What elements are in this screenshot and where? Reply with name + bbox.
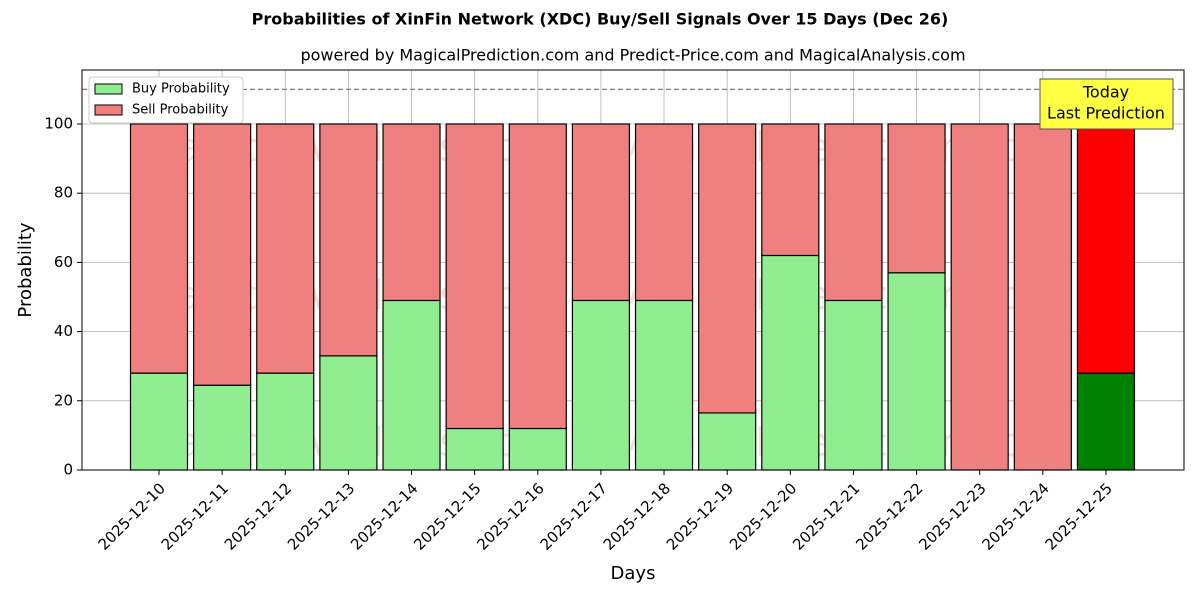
legend-swatch <box>94 83 123 95</box>
legend-swatch <box>94 104 123 116</box>
bar-segment <box>319 123 378 357</box>
x-tick-label: 2025-12-14 <box>347 479 421 553</box>
bar-segment <box>698 412 757 471</box>
legend-box <box>88 76 244 124</box>
bar-segment <box>887 123 946 274</box>
bar-segment <box>508 123 567 430</box>
x-tick-label: 2025-12-15 <box>410 479 484 553</box>
x-tick-label: 2025-12-11 <box>158 479 232 553</box>
x-axis-label: Days <box>611 563 656 584</box>
bar-segment <box>824 299 883 471</box>
legend-label: Buy Probability <box>132 82 230 97</box>
x-tick-label: 2025-12-25 <box>1042 479 1116 553</box>
bar-segment <box>1013 123 1072 471</box>
annotation-text: Today <box>1082 83 1129 102</box>
annotation-text: Last Prediction <box>1047 104 1165 123</box>
bar-segment <box>761 123 820 257</box>
annotation-box <box>1039 78 1174 130</box>
y-tick-label: 0 <box>63 461 73 479</box>
x-tick-label: 2025-12-18 <box>600 479 674 553</box>
x-tick-label: 2025-12-21 <box>789 479 863 553</box>
bar-segment <box>256 372 315 471</box>
bar-segment <box>129 372 189 471</box>
chart-subtitle: powered by MagicalPrediction.com and Pre… <box>300 46 965 65</box>
bar-segment <box>950 123 1009 471</box>
x-tick-label: 2025-12-10 <box>95 479 169 553</box>
bar-segment <box>382 299 441 471</box>
y-tick-label: 100 <box>44 114 73 132</box>
x-tick-label: 2025-12-24 <box>978 479 1052 553</box>
bar-segment <box>256 123 315 374</box>
plot-frame <box>81 69 1185 471</box>
bar-segment <box>698 123 757 414</box>
bar-segment <box>571 299 631 471</box>
bar-segment <box>508 427 567 471</box>
bar-segment <box>887 272 946 471</box>
x-tick-label: 2025-12-13 <box>284 479 358 553</box>
bar-segment <box>1076 123 1136 374</box>
bar-segment <box>445 123 504 430</box>
bar-segment <box>445 427 504 471</box>
x-tick-label: 2025-12-20 <box>726 479 800 553</box>
bar-segment <box>634 299 694 471</box>
legend-label: Sell Probability <box>132 103 229 118</box>
chart-title: Probabilities of XinFin Network (XDC) Bu… <box>252 10 949 29</box>
bar-segment <box>824 123 883 302</box>
x-tick-label: 2025-12-22 <box>852 479 926 553</box>
x-tick-label: 2025-12-17 <box>537 479 611 553</box>
x-tick-label: 2025-12-23 <box>915 479 989 553</box>
x-tick-label: 2025-12-16 <box>473 479 547 553</box>
y-tick-label: 80 <box>54 184 73 202</box>
bar-segment <box>382 123 441 302</box>
bar-segment <box>193 123 252 386</box>
bar-segment <box>634 123 694 302</box>
bar-segment <box>1076 372 1136 471</box>
bar-segment <box>319 355 378 471</box>
bar-segment <box>761 254 820 471</box>
y-tick-label: 20 <box>54 391 73 409</box>
x-tick-label: 2025-12-19 <box>663 479 737 553</box>
bar-segment <box>193 384 252 471</box>
y-tick-label: 40 <box>54 322 73 340</box>
x-tick-label: 2025-12-12 <box>221 479 295 553</box>
bar-segment <box>129 123 189 374</box>
bar-segment <box>571 123 631 302</box>
y-axis-label: Probability <box>15 222 36 317</box>
y-tick-label: 60 <box>54 253 73 271</box>
